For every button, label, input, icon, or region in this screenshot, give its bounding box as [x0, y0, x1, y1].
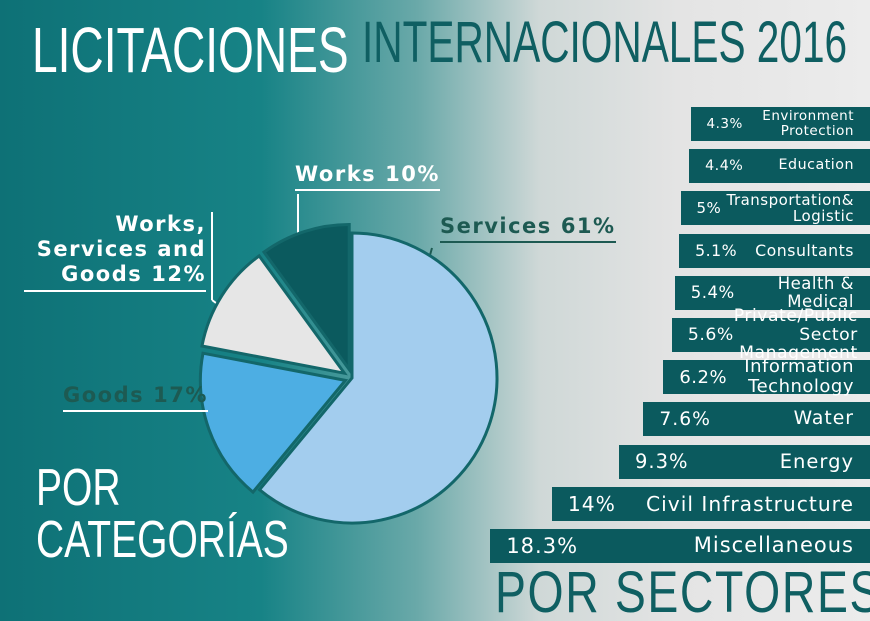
- bar-category: Energy: [779, 449, 854, 473]
- bar-value-label: 5.4%: [690, 283, 735, 303]
- title-right: INTERNACIONALES 2016: [362, 10, 848, 75]
- bar-value-label: 14%: [567, 491, 616, 516]
- bar-value-label: 9.3%: [635, 450, 689, 474]
- pie-slice: [257, 231, 499, 525]
- bar-category: Information Technology: [744, 356, 854, 398]
- bars-title: POR SECTORES: [495, 560, 870, 621]
- bar-category: Civil Infrastructure: [645, 491, 854, 516]
- pie-slice: [261, 222, 351, 375]
- bar-value-label: 18.3%: [506, 534, 579, 558]
- bar: 9.3% Energy: [619, 444, 870, 479]
- slice-category: Services: [440, 214, 552, 238]
- slice-label: Works, Services and Goods 12%: [24, 212, 206, 292]
- bar: 4.4% Education: [689, 149, 870, 184]
- bar: 5.6% Private/Public Sector Management: [671, 306, 870, 363]
- bar: 6.2% Information Technology: [663, 356, 870, 398]
- bar-value-label: 5.6%: [687, 325, 734, 345]
- bar-category: Environment Protection: [762, 108, 854, 139]
- slice-category: Works, Services and Goods: [36, 212, 206, 287]
- pie-slice: [198, 351, 349, 495]
- slice-label: Goods 17%: [63, 383, 208, 413]
- bar: 5.1% Consultants: [679, 233, 870, 268]
- slice-category: Works: [295, 162, 377, 186]
- slice-value-label: 17%: [153, 383, 208, 407]
- bar-value-label: 4.4%: [705, 158, 744, 175]
- bar-value-label: 6.2%: [679, 366, 728, 388]
- slice-value-label: 61%: [560, 214, 616, 238]
- bar: 4.3% Environment Protection: [690, 107, 870, 141]
- bar-value-label: 5%: [696, 199, 722, 218]
- slice-value-label: 10%: [385, 162, 440, 186]
- bar-value-label: 7.6%: [659, 408, 711, 430]
- bar: 5% Transportation& Logistic: [680, 190, 870, 226]
- pie-slice: [200, 253, 348, 376]
- bar-category: Consultants: [755, 240, 854, 260]
- bar: 14% Civil Infrastructure: [551, 486, 870, 521]
- slice-value-label: 12%: [151, 262, 206, 287]
- bar-category: Transportation& Logistic: [726, 190, 854, 226]
- title-left: LICITACIONES: [32, 14, 349, 86]
- bar-category: Education: [778, 157, 854, 174]
- bar-category: Health & Medical: [777, 273, 854, 311]
- bar-category: Miscellaneous: [693, 533, 854, 558]
- bar-category: Water: [793, 408, 854, 430]
- bar: 7.6% Water: [643, 402, 870, 437]
- slice-category: Goods: [63, 383, 145, 407]
- slice-label: Works 10%: [295, 162, 440, 192]
- pie-title: POR CATEGORÍAS: [36, 459, 289, 569]
- bar: 18.3% Miscellaneous: [490, 529, 870, 563]
- bar-value-label: 4.3%: [706, 116, 743, 132]
- bar: 5.4% Health & Medical: [674, 273, 870, 311]
- bar-category: Private/Public Sector Management: [733, 305, 858, 364]
- slice-label: Services 61%: [440, 214, 616, 244]
- bar-value-label: 5.1%: [695, 241, 738, 261]
